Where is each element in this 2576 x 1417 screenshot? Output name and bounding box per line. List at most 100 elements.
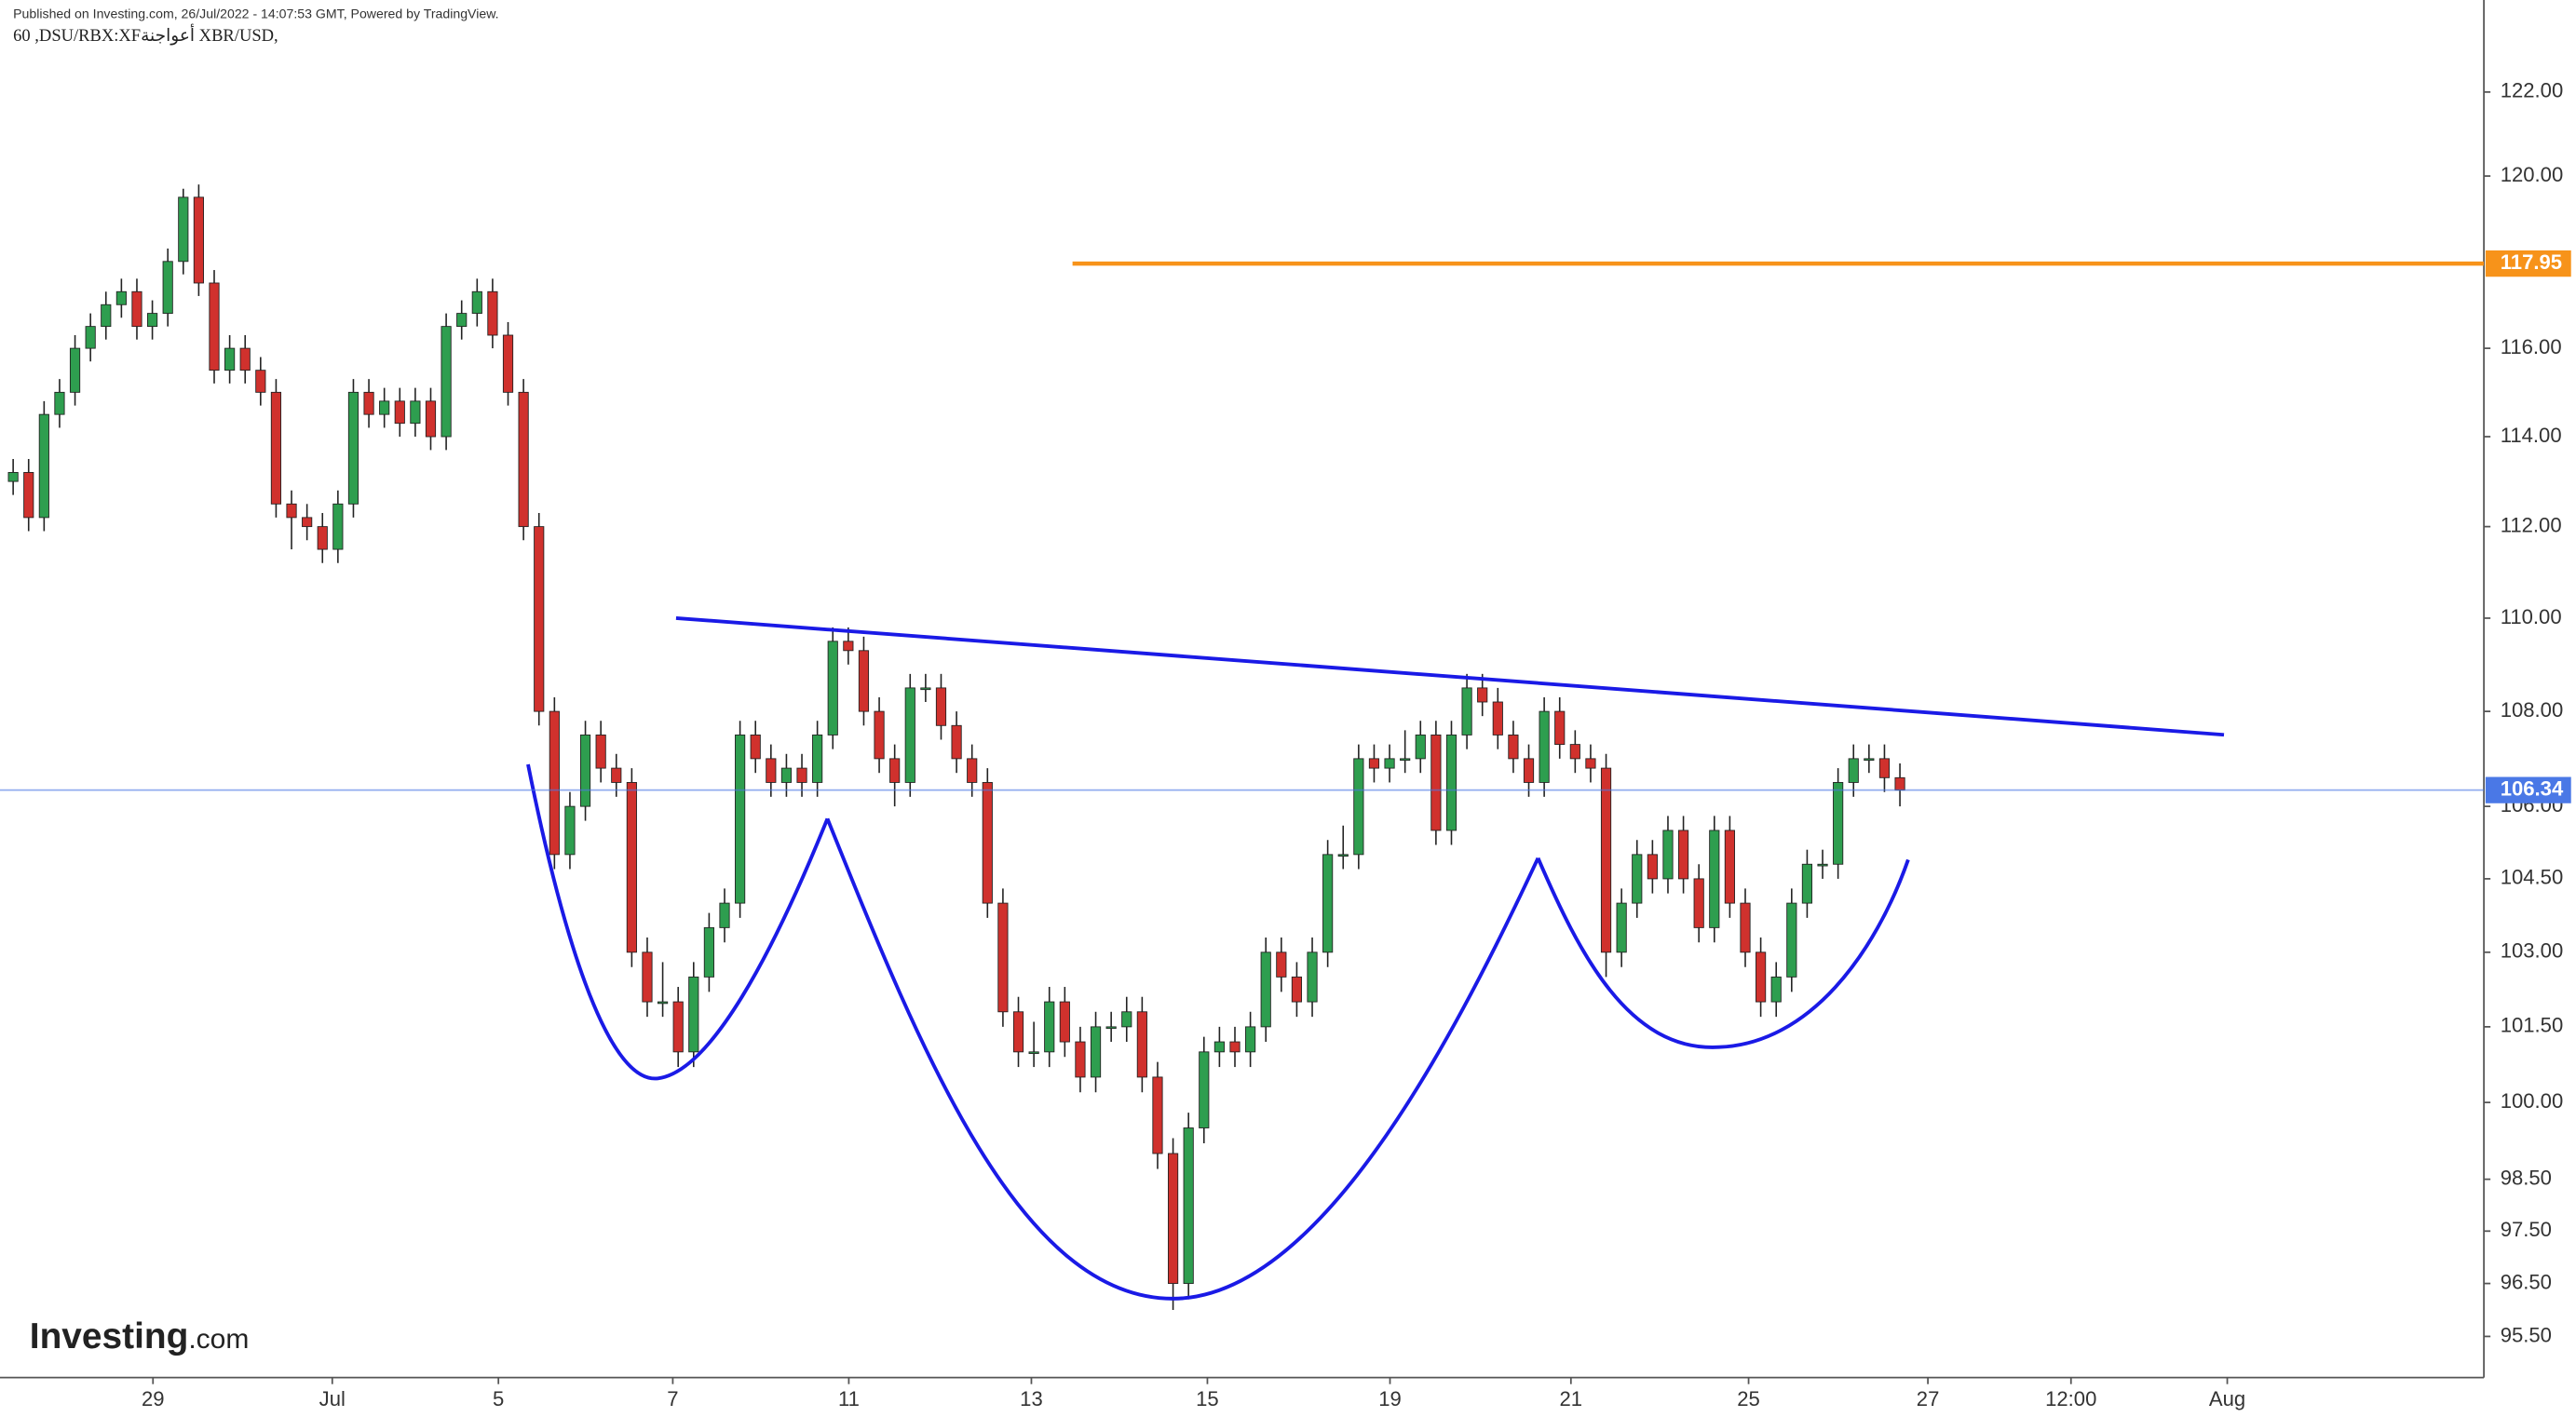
candle-body — [239, 347, 251, 371]
price-label: 106.34 — [2501, 776, 2564, 800]
candle-body — [1632, 854, 1643, 904]
candle-body — [178, 196, 189, 263]
candle-body — [1600, 767, 1612, 953]
candle-body — [38, 413, 49, 519]
x-tick-label: 29 — [142, 1387, 165, 1410]
candle-body — [935, 687, 947, 726]
candle-body — [1213, 1041, 1225, 1053]
candle-body — [1477, 687, 1488, 703]
candle-body — [1044, 1001, 1055, 1053]
candle-body — [564, 805, 576, 856]
y-tick-label: 122.00 — [2501, 79, 2563, 102]
left-shoulder — [526, 763, 830, 1081]
x-tick-label: 7 — [667, 1387, 678, 1410]
candle-body — [1724, 830, 1735, 904]
candle-body — [642, 951, 653, 1003]
x-tick-label: 25 — [1737, 1387, 1760, 1410]
candle-body — [1523, 758, 1535, 783]
candle-body — [1709, 830, 1720, 928]
candle-body — [672, 1001, 684, 1053]
x-tick-label: 12:00 — [2045, 1387, 2096, 1410]
candle-body — [920, 687, 931, 691]
candle-body — [858, 650, 870, 712]
y-tick-label: 104.50 — [2501, 866, 2563, 889]
candle-body — [1461, 687, 1472, 735]
y-tick-label: 95.50 — [2501, 1323, 2552, 1346]
candle-body — [796, 767, 807, 783]
y-tick-label: 110.00 — [2501, 605, 2562, 628]
y-tick-label: 108.00 — [2501, 698, 2563, 722]
candle-body — [317, 526, 328, 550]
candle-body — [410, 400, 421, 425]
candle-body — [518, 391, 529, 528]
y-tick-label: 103.00 — [2501, 939, 2563, 963]
candle-body — [595, 734, 606, 769]
candle-body — [1878, 758, 1891, 778]
candle-body — [1415, 734, 1426, 760]
candle-body — [1786, 902, 1797, 978]
price-label-box — [2485, 776, 2571, 803]
x-tick-label: 5 — [493, 1387, 504, 1410]
y-tick-label: 100.00 — [2501, 1089, 2563, 1113]
candle-body — [347, 391, 359, 505]
logo-brand: Investing — [30, 1316, 189, 1356]
candle-body — [1539, 710, 1550, 783]
x-tick-label: Aug — [2209, 1387, 2245, 1410]
candle-body — [889, 758, 901, 783]
candle-body — [101, 304, 112, 328]
candle-body — [162, 261, 173, 315]
candle-body — [471, 290, 482, 315]
y-tick-label: 101.50 — [2501, 1014, 2563, 1037]
candle-body — [1400, 758, 1411, 762]
y-tick-label: 114.00 — [2501, 424, 2562, 447]
price-label: 117.95 — [2501, 250, 2562, 274]
y-tick-label: 96.50 — [2501, 1270, 2552, 1293]
candle-body — [1677, 830, 1689, 880]
candle-body — [193, 196, 204, 284]
candle-body — [688, 976, 699, 1053]
candle-body — [1075, 1041, 1086, 1078]
candle-body — [1693, 878, 1704, 928]
y-tick-label: 120.00 — [2501, 163, 2563, 186]
candle-body — [1756, 951, 1767, 1003]
candle-body — [997, 902, 1009, 1013]
pattern-drawing — [526, 615, 2225, 1301]
y-tick-label: 98.50 — [2501, 1166, 2552, 1189]
candle-body — [1647, 854, 1658, 880]
candle-body — [967, 758, 978, 783]
candle-body — [750, 734, 761, 760]
candle-body — [363, 391, 374, 415]
candle-body — [1368, 758, 1380, 769]
candle-body — [780, 767, 793, 783]
candle-body — [69, 347, 81, 393]
candle-body — [1199, 1051, 1210, 1128]
candle-body — [1307, 951, 1318, 1003]
candle-body — [1136, 1011, 1147, 1078]
x-tick-label: 11 — [838, 1387, 860, 1410]
candle-body — [286, 503, 297, 519]
candle-body — [54, 391, 65, 415]
logo: Investing.com — [30, 1316, 250, 1356]
candle-body — [394, 400, 405, 425]
candle-body — [611, 767, 622, 783]
candle-body — [379, 400, 390, 415]
candle-body — [1384, 758, 1395, 769]
candle-body — [1167, 1153, 1179, 1285]
candle-body — [270, 391, 282, 505]
candle-body — [302, 517, 313, 528]
candle-body — [1183, 1127, 1194, 1285]
candle-body — [1291, 976, 1303, 1003]
candles — [7, 184, 1905, 1310]
x-tick-label: 19 — [1378, 1387, 1402, 1410]
candle-body — [1554, 710, 1566, 746]
neckline — [675, 615, 2225, 737]
candle-body — [579, 734, 591, 807]
candle-body — [534, 526, 545, 712]
candle-body — [982, 781, 993, 904]
published-note: Published on Investing.com, 26/Jul/2022 … — [13, 6, 498, 20]
candle-body — [626, 781, 637, 953]
candle-body — [1848, 758, 1859, 783]
